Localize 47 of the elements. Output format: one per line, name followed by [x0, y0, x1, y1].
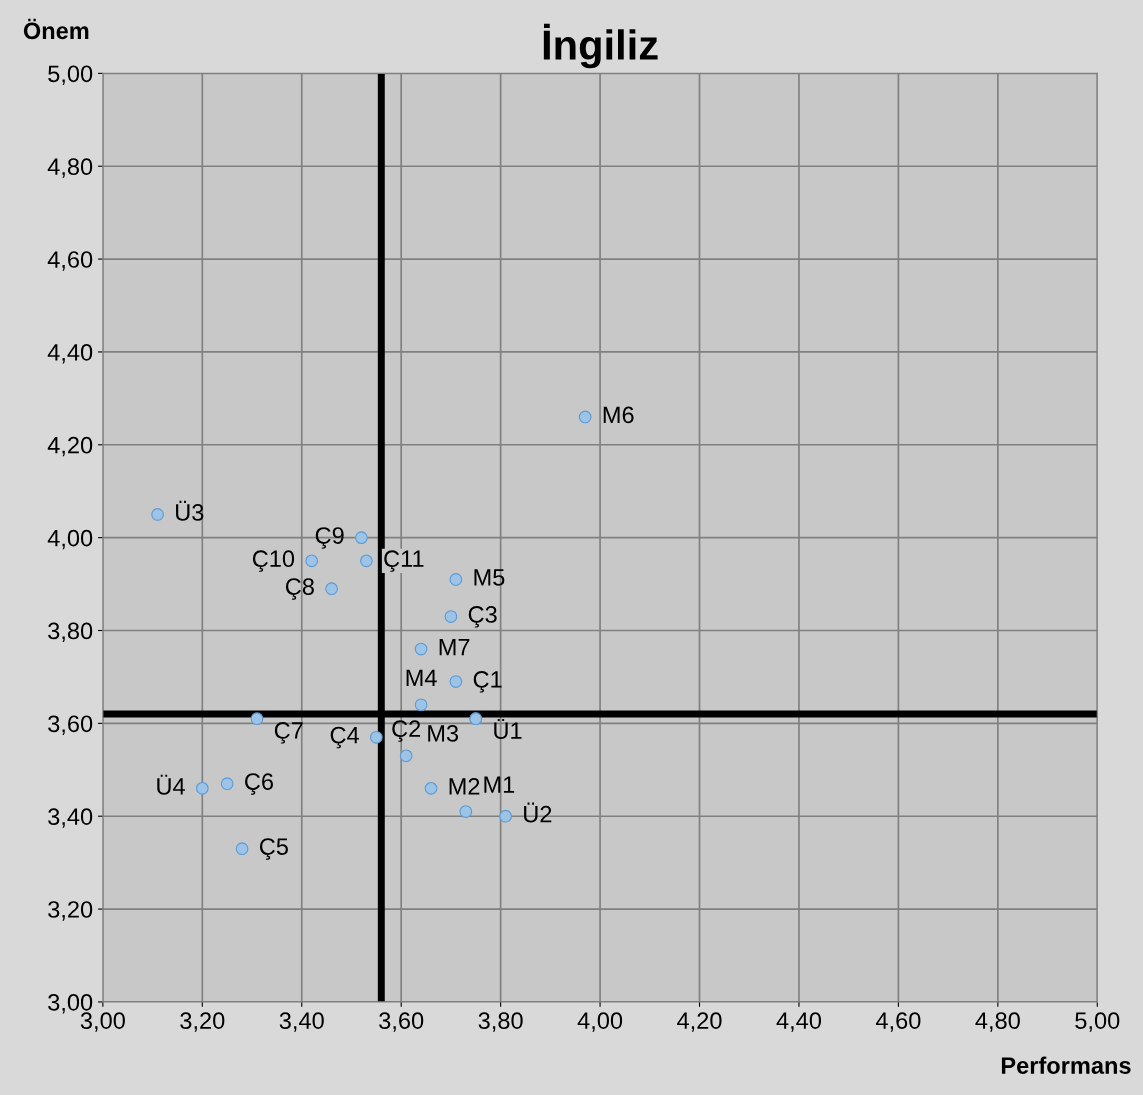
data-label: Ç10 — [252, 550, 295, 572]
data-label: Ç6 — [245, 773, 273, 795]
y-tick-label: 5,00 — [48, 65, 93, 85]
y-tick-label: 3,60 — [48, 715, 93, 735]
x-tick-label: 3,60 — [379, 1012, 424, 1032]
data-label: M2 — [449, 777, 480, 795]
x-tick-label: 4,60 — [875, 1012, 921, 1032]
data-label: Ç3 — [468, 606, 497, 628]
data-label: Ç11 — [384, 550, 424, 572]
y-tick-label: 4,20 — [47, 436, 93, 457]
y-tick-label: 3,00 — [48, 993, 93, 1014]
data-label: Ç8 — [285, 578, 314, 600]
data-label: Ç5 — [259, 838, 288, 860]
x-tick-label: 4,40 — [776, 1012, 822, 1032]
x-tick-label: 4,80 — [975, 1012, 1020, 1032]
data-label: M1 — [484, 776, 515, 793]
data-label: M3 — [428, 725, 459, 742]
data-label: Ç9 — [315, 527, 344, 549]
data-label: Ü3 — [176, 500, 204, 521]
y-tick-label: 3,80 — [48, 622, 93, 643]
x-tick-label: 4,20 — [677, 1012, 722, 1032]
y-tick-label: 3,40 — [48, 808, 93, 828]
y-tick-label: 4,80 — [47, 158, 93, 178]
data-label: M7 — [439, 638, 470, 656]
data-label: Ç7 — [274, 722, 303, 744]
y-axis-title: Önem — [23, 18, 89, 40]
x-tick-label: 3,00 — [80, 1012, 125, 1032]
x-tick-label: 3,40 — [279, 1012, 324, 1032]
chart-title: İngiliz — [543, 23, 658, 69]
x-tick-label: 5,00 — [1075, 1012, 1120, 1032]
data-label: Ç1 — [473, 671, 502, 693]
x-axis-title: Performans — [1001, 1056, 1131, 1074]
data-label: M6 — [603, 406, 634, 424]
x-tick-label: 3,20 — [180, 1012, 225, 1032]
x-tick-label: 3,80 — [478, 1012, 523, 1032]
y-tick-label: 4,00 — [47, 529, 93, 550]
y-tick-label: 4,60 — [47, 251, 93, 271]
y-tick-label: 3,20 — [48, 901, 93, 921]
data-label: Ü1 — [494, 718, 522, 739]
data-label: Ü2 — [524, 802, 552, 823]
data-label: Ç4 — [330, 726, 359, 749]
data-label: Ü4 — [157, 774, 185, 795]
data-label: M4 — [406, 669, 437, 686]
y-tick-label: 4,40 — [47, 344, 93, 364]
data-label: M5 — [474, 569, 505, 586]
data-label: Ç2 — [392, 720, 421, 742]
x-tick-label: 4,00 — [577, 1012, 623, 1032]
